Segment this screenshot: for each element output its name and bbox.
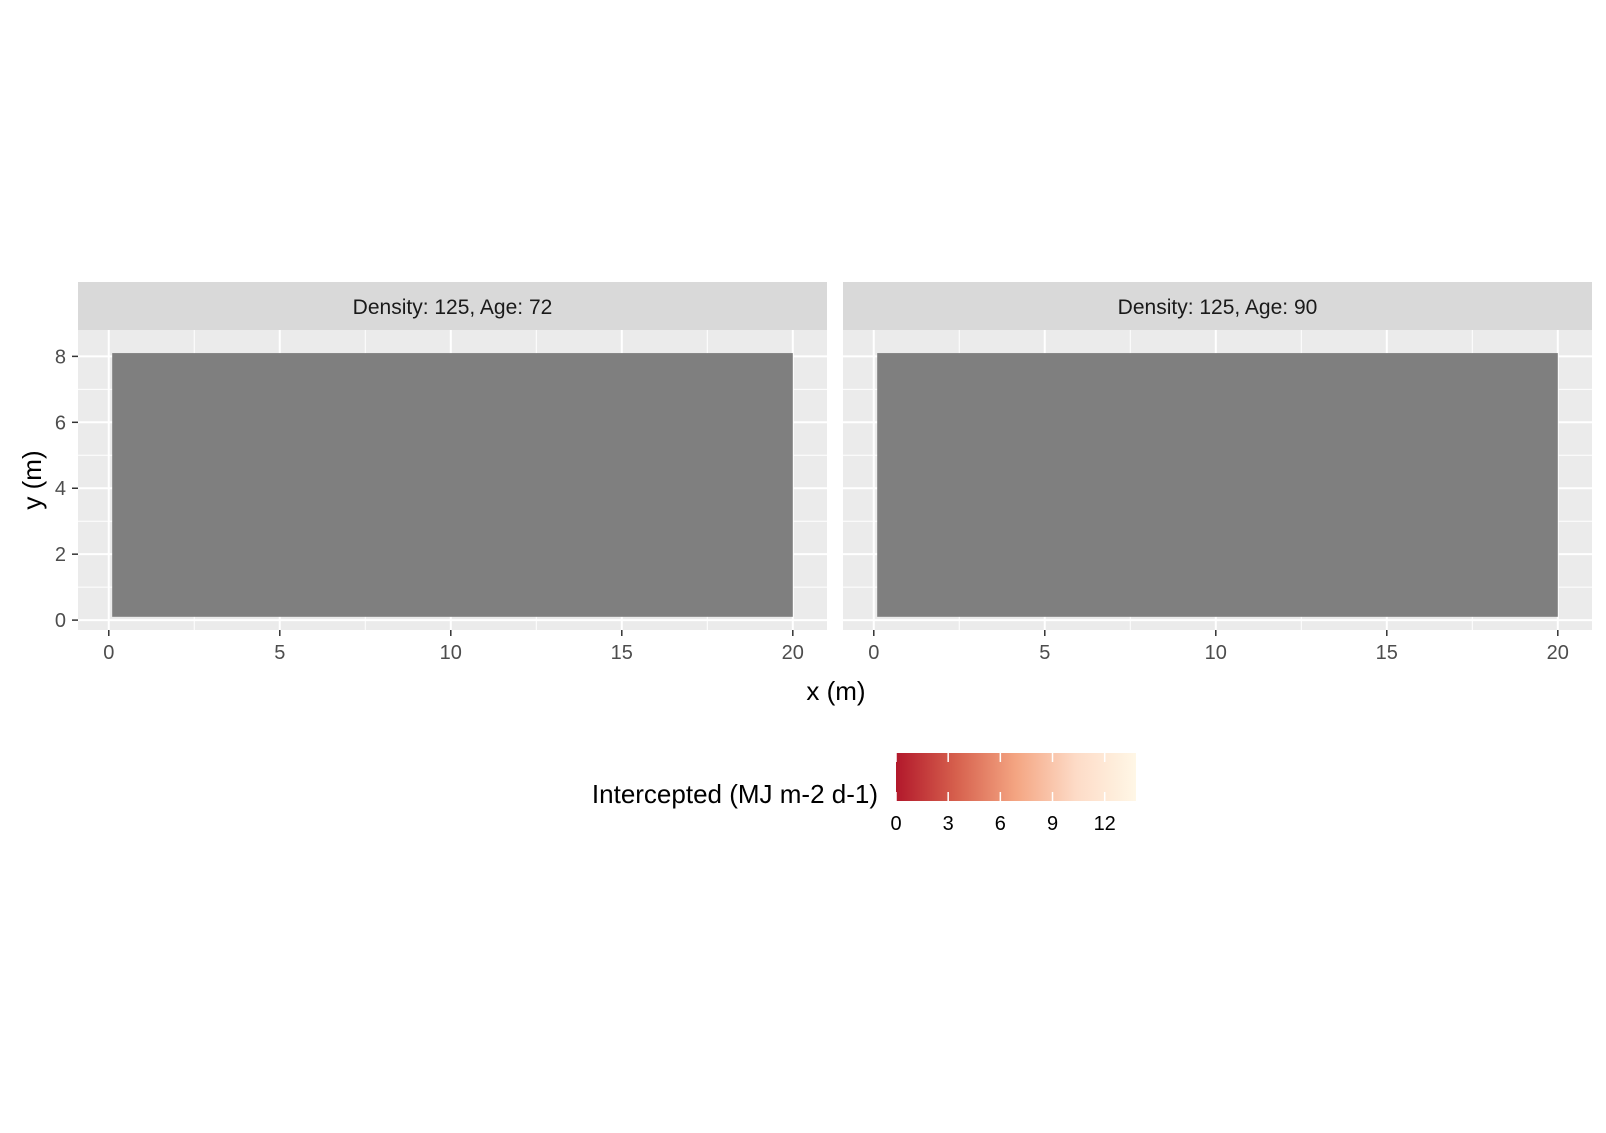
x-tick-label: 5 <box>1039 642 1050 664</box>
y-tick-label: 0 <box>55 610 66 632</box>
x-tick-label: 20 <box>782 642 804 664</box>
x-axis-title: x (m) <box>806 676 865 706</box>
x-tick-label: 0 <box>103 642 114 664</box>
legend-tick-label: 6 <box>995 813 1006 835</box>
color-legend: Intercepted (MJ m-2 d-1) 0 3 6 9 12 <box>592 753 1136 835</box>
legend-tick-label: 9 <box>1047 813 1058 835</box>
x-tick-label: 5 <box>274 642 285 664</box>
legend-title: Intercepted (MJ m-2 d-1) <box>592 779 878 809</box>
heatmap-tile <box>877 353 1558 617</box>
y-tick-label: 2 <box>55 544 66 566</box>
y-axis-title: y (m) <box>17 450 47 509</box>
legend-colorbar <box>896 753 1136 801</box>
facet-panel-1: Density: 125, Age: 72 0 5 10 15 20 0 2 4 6 8 <box>55 282 827 664</box>
facet-strip-label: Density: 125, Age: 72 <box>353 296 553 319</box>
x-tick-label: 0 <box>868 642 879 664</box>
x-tick-label: 15 <box>1376 642 1398 664</box>
facet-strip-label: Density: 125, Age: 90 <box>1118 296 1318 319</box>
heatmap-tile <box>112 353 793 617</box>
facet-strip-1 <box>78 282 827 330</box>
y-tick-label: 6 <box>55 412 66 434</box>
x-tick-label: 10 <box>1205 642 1227 664</box>
y-tick-label: 8 <box>55 346 66 368</box>
facet-panels: Density: 125, Age: 720 5 10 15 2002468Densit… <box>55 282 1592 664</box>
facet-strip-2 <box>843 282 1592 330</box>
facet-panel-2: Density: 125, Age: 90 0 5 10 15 20 <box>843 282 1592 664</box>
y-tick-label: 4 <box>55 478 66 500</box>
x-tick-label: 10 <box>440 642 462 664</box>
legend-tick-label: 3 <box>943 813 954 835</box>
x-tick-label: 20 <box>1547 642 1569 664</box>
legend-tick-label: 0 <box>890 813 901 835</box>
x-tick-label: 15 <box>611 642 633 664</box>
legend-tick-label: 12 <box>1094 813 1116 835</box>
